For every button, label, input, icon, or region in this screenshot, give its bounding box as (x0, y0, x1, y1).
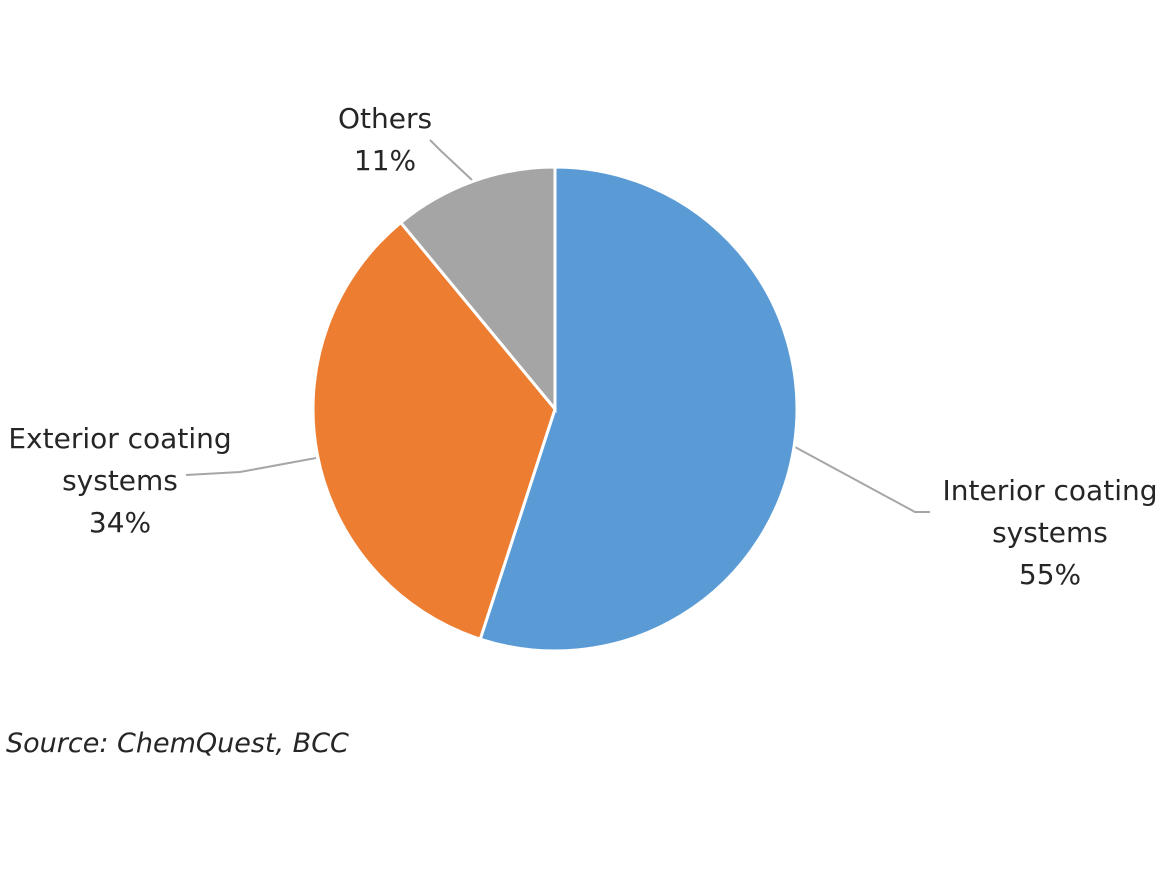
pie-slice (311, 220, 557, 642)
slice-label: Others 11% (305, 98, 465, 182)
leader-line (185, 457, 317, 476)
value-label: 34% (88, 506, 152, 539)
slice-label: Interior coating systems 55% (925, 470, 1170, 596)
leader-line (794, 446, 930, 513)
category-label: Exterior coating systems (8, 422, 232, 497)
source-note: Source: ChemQuest, BCC (6, 728, 349, 759)
pie-slice (478, 165, 799, 653)
value-label: 11% (353, 144, 417, 177)
leader-line (429, 139, 473, 181)
category-label: Interior coating systems (942, 474, 1158, 549)
pie-slice (398, 165, 557, 414)
value-label: 55% (1018, 558, 1082, 591)
slice-label: Exterior coating systems 34% (0, 418, 245, 544)
category-label: Others (337, 102, 433, 135)
